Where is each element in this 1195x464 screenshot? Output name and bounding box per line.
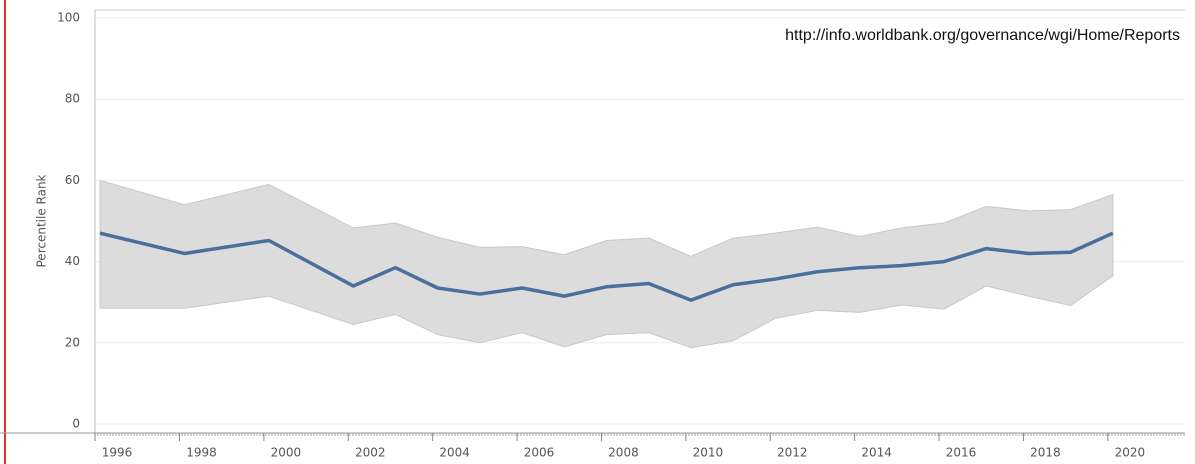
x-tick-label: 2008	[608, 446, 639, 460]
x-tick-label: 1996	[102, 446, 133, 460]
x-tick-label: 1998	[186, 446, 217, 460]
x-tick-label: 2016	[946, 446, 977, 460]
y-tick-label: 60	[65, 173, 80, 187]
x-tick-label: 2004	[439, 446, 470, 460]
confidence-band	[99, 179, 1114, 349]
y-axis-label: Percentile Rank	[35, 174, 49, 267]
x-tick-label: 2010	[693, 446, 724, 460]
x-tick-label: 2014	[861, 446, 892, 460]
y-tick-label: 80	[65, 92, 80, 106]
annotation: http://info.worldbank.org/governance/wgi…	[785, 27, 1180, 44]
y-tick-label: 40	[65, 254, 80, 268]
x-tick-label: 2006	[524, 446, 555, 460]
series-line	[99, 231, 1114, 302]
x-tick-label: 2012	[777, 446, 808, 460]
x-tick-label: 2018	[1030, 446, 1061, 460]
x-tick-label: 2020	[1115, 446, 1146, 460]
x-tick-label: 2000	[271, 446, 302, 460]
y-tick-label: 100	[57, 11, 80, 25]
y-tick-label: 0	[72, 417, 80, 431]
y-tick-label: 20	[65, 335, 80, 349]
x-tick-label: 2002	[355, 446, 386, 460]
